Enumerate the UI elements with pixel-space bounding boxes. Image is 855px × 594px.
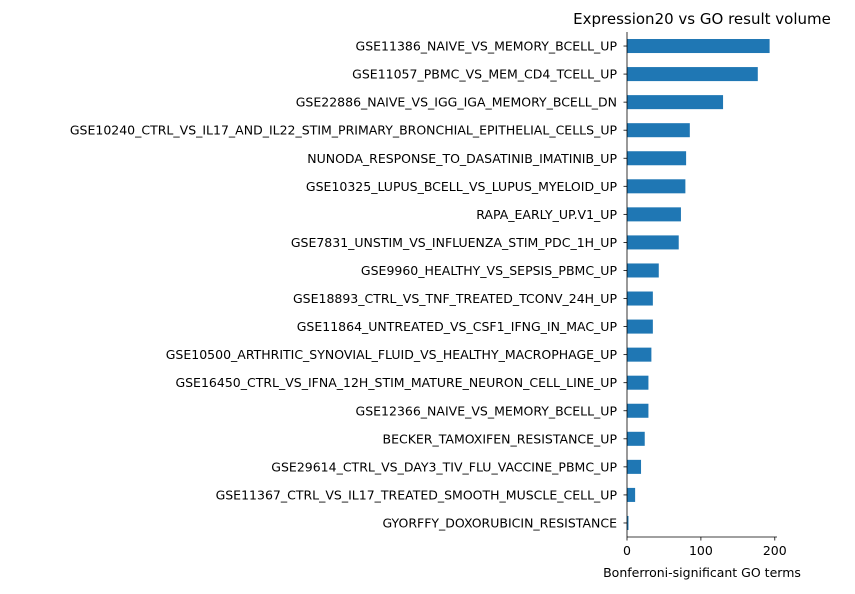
- category-label: GSE11864_UNTREATED_VS_CSF1_IFNG_IN_MAC_U…: [297, 319, 618, 334]
- category-labels: GSE11386_NAIVE_VS_MEMORY_BCELL_UP GSE1105…: [70, 39, 627, 530]
- bar: [627, 319, 653, 334]
- category-label: GSE10325_LUPUS_BCELL_VS_LUPUS_MYELOID_UP: [306, 179, 618, 194]
- category-label: GSE16450_CTRL_VS_IFNA_12H_STIM_MATURE_NE…: [175, 375, 617, 390]
- category-label: GSE11367_CTRL_VS_IL17_TREATED_SMOOTH_MUS…: [216, 487, 618, 502]
- category-label: GSE12366_NAIVE_VS_MEMORY_BCELL_UP: [356, 403, 618, 418]
- category-label: GSE18893_CTRL_VS_TNF_TREATED_TCONV_24H_U…: [293, 291, 617, 306]
- x-axis: 0 100 200: [623, 32, 787, 558]
- bar: [627, 403, 649, 418]
- x-axis-title: Bonferroni-significant GO terms: [603, 565, 801, 580]
- x-tick-label: 200: [763, 543, 787, 558]
- bar: [627, 151, 687, 166]
- category-label: GSE9960_HEALTHY_VS_SEPSIS_PBMC_UP: [361, 263, 618, 278]
- category-label: GSE29614_CTRL_VS_DAY3_TIV_FLU_VACCINE_PB…: [271, 459, 617, 474]
- bar: [627, 67, 758, 82]
- bar: [627, 487, 636, 502]
- category-label: BECKER_TAMOXIFEN_RESISTANCE_UP: [383, 431, 618, 446]
- category-label: GSE10240_CTRL_VS_IL17_AND_IL22_STIM_PRIM…: [70, 123, 618, 138]
- bar: [627, 263, 659, 278]
- category-label: GSE7831_UNSTIM_VS_INFLUENZA_STIM_PDC_1H_…: [291, 235, 618, 250]
- x-tick-label: 0: [623, 543, 631, 558]
- bar: [627, 347, 652, 362]
- bar: [627, 39, 770, 54]
- bar: [627, 515, 629, 530]
- category-label: RAPA_EARLY_UP.V1_UP: [476, 207, 617, 222]
- bar: [627, 179, 686, 194]
- x-tick-label: 100: [689, 543, 713, 558]
- category-label: GSE11057_PBMC_VS_MEM_CD4_TCELL_UP: [352, 67, 617, 82]
- bar: [627, 95, 724, 110]
- bar: [627, 207, 681, 222]
- chart-title: Expression20 vs GO result volume: [573, 10, 831, 28]
- bar: [627, 375, 649, 390]
- category-label: NUNODA_RESPONSE_TO_DASATINIB_IMATINIB_UP: [307, 151, 617, 166]
- bar: [627, 123, 690, 138]
- bars-group: [627, 39, 770, 530]
- bar: [627, 459, 642, 474]
- category-label: GSE22886_NAIVE_VS_IGG_IGA_MEMORY_BCELL_D…: [296, 95, 617, 110]
- category-label: GSE10500_ARTHRITIC_SYNOVIAL_FLUID_VS_HEA…: [166, 347, 618, 362]
- bar: [627, 431, 645, 446]
- category-label: GSE11386_NAIVE_VS_MEMORY_BCELL_UP: [356, 39, 618, 54]
- bar: [627, 291, 653, 306]
- category-label: GYORFFY_DOXORUBICIN_RESISTANCE: [382, 515, 617, 530]
- bar: [627, 235, 679, 250]
